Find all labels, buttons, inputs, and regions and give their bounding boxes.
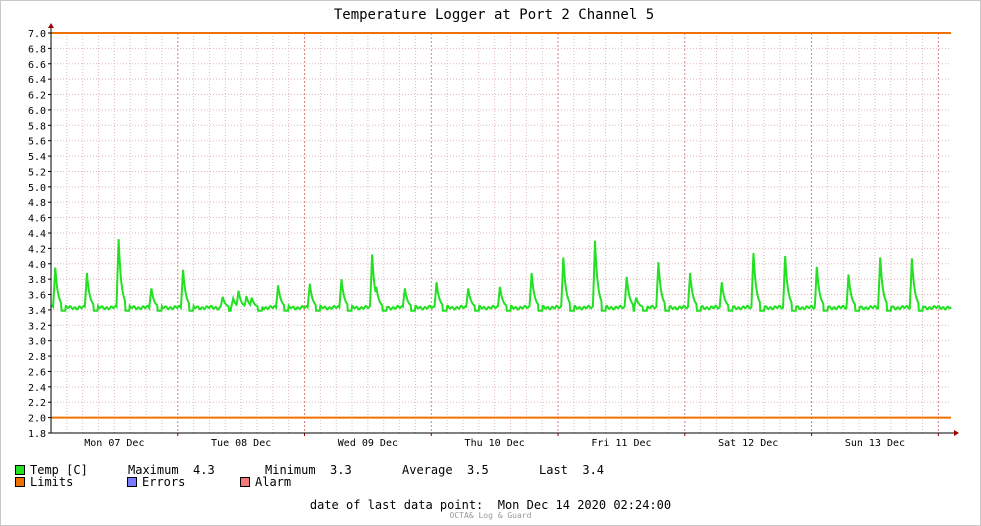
y-tick-label: 3.2 bbox=[28, 321, 46, 332]
y-axis-ticks: 7.0 6.8 6.6 6.4 6.2 6.0 5.8 5.6 5.4 5.2 5.0 4.8 4.6 4… bbox=[28, 29, 51, 440]
last-label: Last bbox=[539, 463, 568, 477]
y-tick-label: 4.2 bbox=[28, 244, 46, 255]
footer-text: OCTA& Log & Guard bbox=[449, 511, 532, 520]
y-tick-label: 5.4 bbox=[28, 152, 46, 163]
grid bbox=[51, 32, 951, 434]
y-tick-label: 6.6 bbox=[28, 60, 46, 71]
y-tick-label: 6.0 bbox=[28, 106, 46, 117]
x-tick-label: Sat 12 Dec bbox=[718, 438, 778, 449]
y-tick-label: 6.4 bbox=[28, 75, 46, 86]
legend-temp-swatch bbox=[15, 465, 25, 475]
legend-limits-swatch bbox=[15, 477, 25, 487]
minimum-value: 3.3 bbox=[330, 463, 352, 477]
y-tick-label: 5.8 bbox=[28, 121, 46, 132]
y-tick-label: 4.0 bbox=[28, 260, 46, 271]
axes bbox=[48, 23, 959, 436]
x-tick-label: Thu 10 Dec bbox=[465, 438, 525, 449]
y-tick-label: 1.8 bbox=[28, 429, 46, 440]
x-tick-label: Fri 11 Dec bbox=[591, 438, 651, 449]
legend-temp: Temp [C] bbox=[15, 463, 88, 477]
last-data-point-value: Mon Dec 14 2020 02:24:00 bbox=[497, 498, 672, 512]
y-tick-label: 5.0 bbox=[28, 183, 46, 194]
y-tick-label: 2.4 bbox=[28, 383, 46, 394]
last-data-point: date of last data point: Mon Dec 14 2020… bbox=[0, 498, 981, 512]
legend-maximum: Maximum 4.3 bbox=[128, 463, 215, 477]
x-axis-arrow bbox=[954, 430, 959, 436]
y-tick-label: 2.2 bbox=[28, 398, 46, 409]
y-tick-label: 2.8 bbox=[28, 352, 46, 363]
y-tick-label: 2.6 bbox=[28, 367, 46, 378]
x-tick-label: Mon 07 Dec bbox=[84, 438, 144, 449]
y-tick-label: 4.8 bbox=[28, 198, 46, 209]
limit-lines bbox=[51, 32, 951, 419]
y-tick-label: 5.2 bbox=[28, 167, 46, 178]
y-axis-arrow bbox=[48, 23, 54, 28]
y-tick-label: 3.6 bbox=[28, 291, 46, 302]
legend-minimum: Minimum 3.3 bbox=[265, 463, 352, 477]
y-tick-label: 3.4 bbox=[28, 306, 46, 317]
y-tick-label: 6.8 bbox=[28, 44, 46, 55]
legend-average: Average 3.5 bbox=[402, 463, 489, 477]
x-axis-ticks: Mon 07 Dec Tue 08 Dec Wed 09 Dec Thu 10 Dec… bbox=[84, 433, 939, 449]
legend-temp-label: Temp [C] bbox=[30, 463, 88, 477]
y-tick-label: 4.4 bbox=[28, 229, 46, 240]
legend-alarm-swatch bbox=[240, 477, 250, 487]
x-tick-label: Tue 08 Dec bbox=[211, 438, 271, 449]
maximum-label: Maximum bbox=[128, 463, 179, 477]
temperature-series-line bbox=[50, 239, 952, 312]
legend-alarm-label: Alarm bbox=[255, 475, 292, 489]
last-data-point-label: date of last data point: bbox=[309, 498, 484, 512]
legend-errors-label: Errors bbox=[142, 475, 186, 489]
average-label: Average bbox=[402, 463, 453, 477]
y-tick-label: 6.2 bbox=[28, 91, 46, 102]
legend-errors-swatch bbox=[127, 477, 137, 487]
legend-errors: Errors bbox=[127, 475, 185, 489]
x-tick-label: Wed 09 Dec bbox=[338, 438, 398, 449]
y-tick-label: 5.6 bbox=[28, 137, 46, 148]
legend-last: Last 3.4 bbox=[539, 463, 604, 477]
x-tick-label: Sun 13 Dec bbox=[845, 438, 905, 449]
minimum-label: Minimum bbox=[265, 463, 316, 477]
y-tick-label: 7.0 bbox=[28, 29, 46, 40]
last-value: 3.4 bbox=[582, 463, 605, 477]
legend-alarm: Alarm bbox=[240, 475, 291, 489]
chart-title: Temperature Logger at Port 2 Channel 5 bbox=[334, 7, 654, 23]
legend-limits: Limits bbox=[15, 475, 73, 489]
y-tick-label: 2.0 bbox=[28, 414, 46, 425]
y-tick-label: 3.0 bbox=[28, 337, 46, 348]
legend-limits-label: Limits bbox=[30, 475, 74, 489]
y-tick-label: 3.8 bbox=[28, 275, 46, 286]
maximum-value: 4.3 bbox=[193, 463, 215, 477]
average-value: 3.5 bbox=[467, 463, 489, 477]
y-tick-label: 4.6 bbox=[28, 214, 46, 225]
